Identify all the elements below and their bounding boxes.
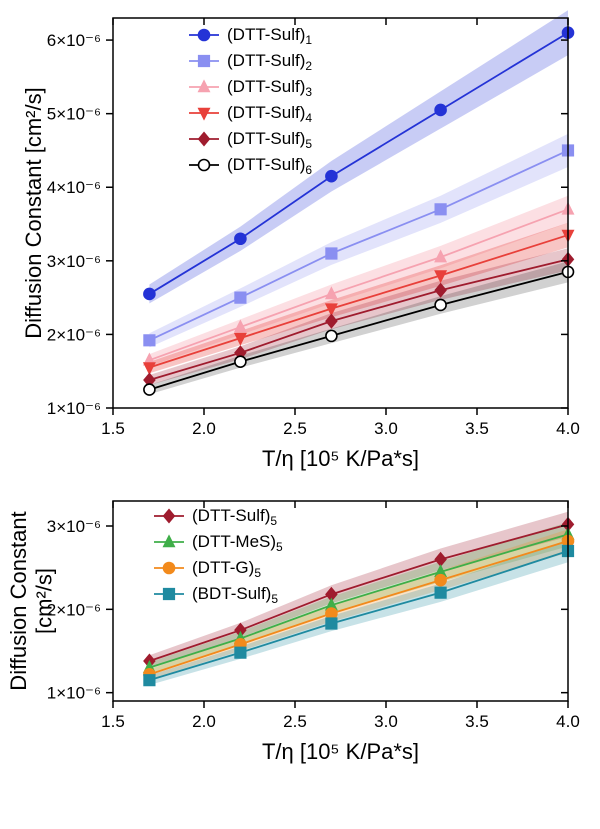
top-panel: 1.5 2.0 2.5 3.0 3.5 4.0 1×10⁻⁶ 2×10⁻⁶ 3×10⁻⁶ 4×10… [9,0,592,493]
legend-label: (DTT-Sulf)5 [192,506,277,528]
x-tick-label: 4.0 [556,419,580,438]
y-tick-label: 2×10⁻⁶ [46,325,100,344]
x-tick-label: 2.5 [283,712,307,731]
legend-label: (DTT-Sulf)4 [227,103,312,125]
bottom-panel: 1.52.02.53.03.54.01×10⁻⁶2×10⁻⁶3×10⁻⁶T/η … [9,493,592,786]
x-tick-label: 2.0 [192,419,216,438]
x-tick-label: 1.5 [101,419,125,438]
legend-label: (BDT-Sulf)5 [192,584,278,606]
legend-label: (DTT-Sulf)2 [227,51,312,73]
y-tick-label: 3×10⁻⁶ [46,517,100,536]
legend-label: (DTT-Sulf)1 [227,25,312,47]
x-tick-label: 4.0 [556,712,580,731]
x-tick-label: 2.5 [283,419,307,438]
legend-label: (DTT-MeS)5 [192,532,283,554]
legend-label: (DTT-G)5 [192,558,261,580]
x-tick-label: 3.5 [465,712,489,731]
y-axis-label: Diffusion Constant[cm²/s] [9,511,57,690]
legend-label: (DTT-Sulf)5 [227,129,312,151]
x-tick-label: 1.5 [101,712,125,731]
x-axis-label: T/η [10⁵ K/Pa*s] [261,446,418,471]
y-tick-label: 3×10⁻⁶ [46,252,100,271]
x-tick-label: 3.0 [374,419,398,438]
y-tick-label: 1×10⁻⁶ [46,684,100,703]
legend-label: (DTT-Sulf)6 [227,155,312,177]
top-chart: 1.5 2.0 2.5 3.0 3.5 4.0 1×10⁻⁶ 2×10⁻⁶ 3×10⁻⁶ 4×10… [9,0,592,493]
x-axis-label: T/η [10⁵ K/Pa*s] [261,739,418,764]
figure: 1.5 2.0 2.5 3.0 3.5 4.0 1×10⁻⁶ 2×10⁻⁶ 3×10⁻⁶ 4×10… [0,0,600,786]
x-tick-label: 2.0 [192,712,216,731]
x-tick-label: 3.0 [374,712,398,731]
bottom-chart: 1.52.02.53.03.54.01×10⁻⁶2×10⁻⁶3×10⁻⁶T/η … [9,493,592,786]
y-tick-label: 5×10⁻⁶ [46,105,100,124]
legend-label: (DTT-Sulf)3 [227,77,312,99]
y-axis-label: Diffusion Constant [cm²/s] [21,87,46,338]
x-tick-label: 3.5 [465,419,489,438]
y-tick-label: 4×10⁻⁶ [46,178,100,197]
y-tick-label: 6×10⁻⁶ [46,31,100,50]
y-tick-label: 1×10⁻⁶ [46,399,100,418]
